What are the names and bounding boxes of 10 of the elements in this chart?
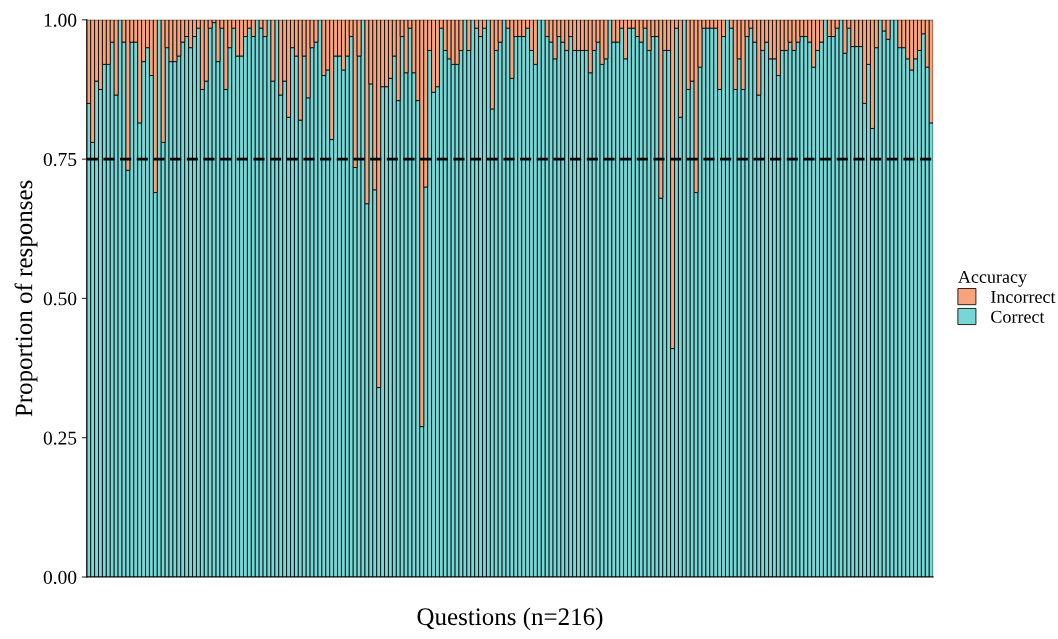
y-tick-label: 0.25 — [43, 431, 77, 445]
y-tick-label: 1.00 — [44, 13, 77, 27]
y-tick-label: 0.00 — [43, 570, 77, 585]
legend-title: Accuracy — [958, 270, 1027, 287]
legend-label: Incorrect — [991, 290, 1056, 303]
y-tick-label: 0.50 — [43, 292, 77, 306]
y-tick-label: 0.75 — [43, 152, 77, 167]
y-axis-title: Proportion of responses — [14, 180, 38, 417]
x-axis-title: Questions (n=216) — [417, 607, 603, 631]
legend-label: Correct — [991, 310, 1045, 323]
